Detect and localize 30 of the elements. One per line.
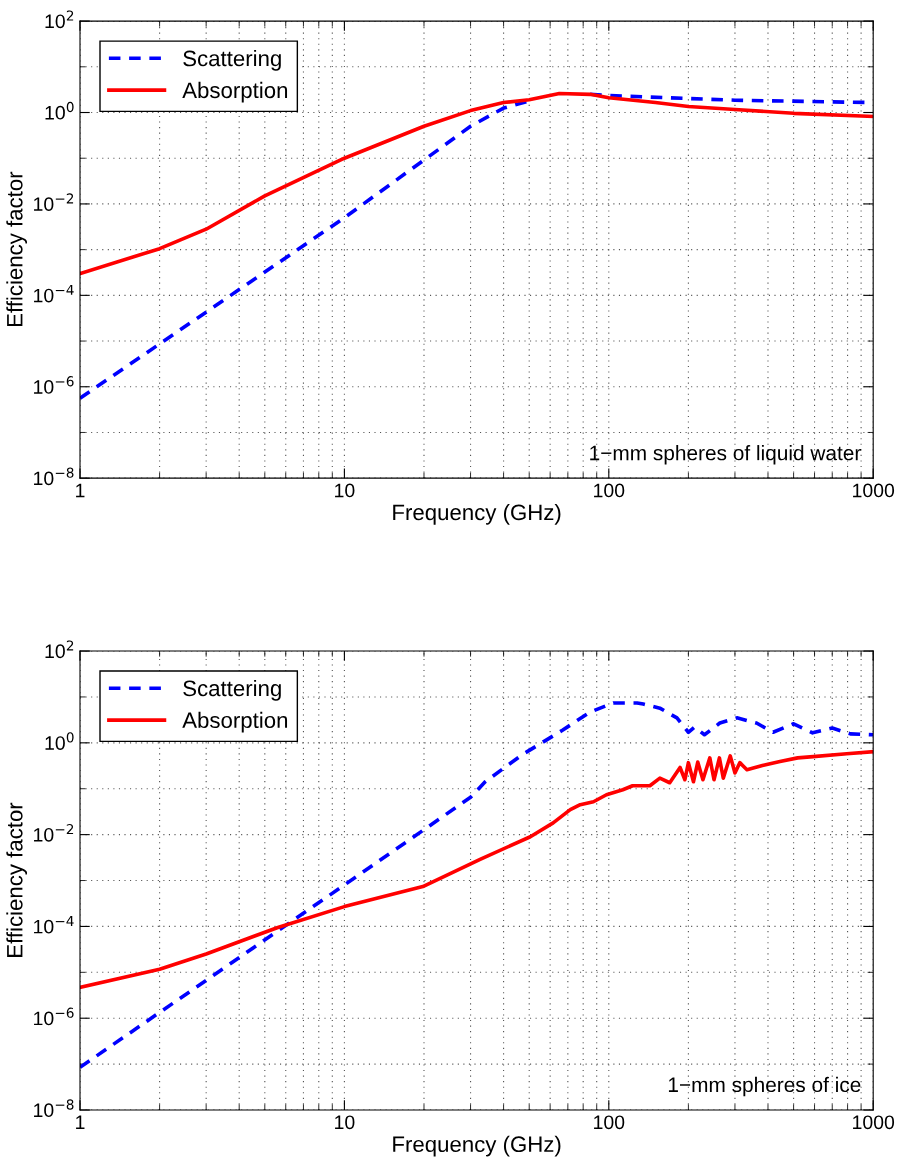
legend-label: Absorption [182, 81, 288, 103]
annotation: 1−mm spheres of ice [668, 1076, 861, 1097]
legend-label: Scattering [183, 49, 281, 71]
y-tick-label: 10$^{−6}$ [34, 376, 74, 394]
x-tick-label: 100 [594, 483, 625, 498]
annotation: 1−mm spheres of liquid water [590, 445, 861, 465]
x-axis-title: Frequency (GHz) [393, 503, 561, 525]
y-tick-label: 10$^{−8}$ [34, 1099, 74, 1118]
legend-label: Absorption [182, 711, 288, 733]
y-axis-title: Efficiency factor [6, 802, 28, 957]
x-tick-label: 1000 [853, 483, 895, 498]
legend-label: Scattering [183, 679, 281, 701]
y-tick-label: 10$^{2}$ [45, 10, 74, 29]
y-tick-label: 10$^{−4}$ [34, 915, 74, 934]
y-axis-title: Efficiency factor [6, 171, 28, 327]
x-tick-label: 1000 [853, 1115, 895, 1130]
y-tick-label: 10$^{−6}$ [34, 1007, 74, 1026]
x-tick-label: 1 [76, 483, 85, 498]
x-tick-label: 100 [594, 1115, 625, 1130]
y-tick-label: 10$^{−8}$ [34, 467, 74, 486]
x-tick-label: 10 [335, 483, 355, 498]
y-tick-label: 10$^{−2}$ [34, 193, 74, 212]
y-tick-label: 10$^{−4}$ [34, 284, 74, 303]
x-tick-label: 1 [76, 1115, 85, 1129]
x-tick-label: 10 [335, 1115, 355, 1130]
x-axis-title: Frequency (GHz) [393, 1135, 561, 1157]
y-tick-label: 10$^{0}$ [45, 732, 74, 750]
y-tick-label: 10$^{−2}$ [34, 823, 74, 842]
y-tick-label: 10$^{0}$ [45, 101, 74, 120]
y-tick-label: 10$^{2}$ [45, 640, 74, 659]
